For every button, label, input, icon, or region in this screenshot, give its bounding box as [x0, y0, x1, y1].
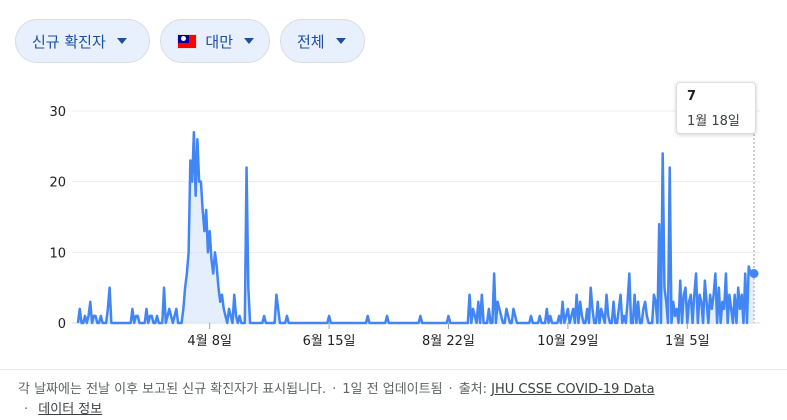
x-tick-label: 1월 5일 [665, 334, 710, 349]
y-tick-label: 10 [49, 246, 66, 261]
metric-filter-label: 신규 확진자 [32, 32, 106, 51]
chart-footer: 각 날짜에는 전날 이후 보고된 신규 확진자가 표시됩니다. · 1일 전 업데이… [18, 380, 783, 420]
footer-source-label: 출처: [458, 382, 487, 397]
x-axis-ticks: 4월 8일 6월 15일 8월 22일 10월 29일 1월 5일 [187, 323, 710, 349]
y-tick-label: 0 [58, 317, 66, 332]
x-tick-label: 4월 8일 [187, 334, 232, 349]
country-filter-chip[interactable]: 대만 [160, 19, 270, 63]
range-filter-chip[interactable]: 전체 [280, 19, 365, 63]
country-filter-label: 대만 [205, 32, 233, 51]
data-info-link[interactable]: 데이터 정보 [38, 402, 103, 417]
cases-line [76, 130, 754, 325]
chevron-down-icon [116, 38, 127, 44]
x-tick-label: 6월 15일 [303, 334, 356, 349]
separator-dot: · [448, 382, 453, 397]
separator-dot: · [24, 402, 29, 417]
new-cases-chart[interactable]: 0 10 20 30 4월 8일 6월 15일 8월 22일 10월 29일 1월 5일 [0, 0, 787, 360]
chevron-down-icon [244, 38, 254, 44]
chevron-down-icon [335, 38, 346, 44]
cases-area [78, 132, 754, 323]
y-axis-labels: 0 10 20 30 [49, 105, 66, 332]
x-tick-label: 8월 22일 [422, 334, 475, 349]
footer-description: 각 날짜에는 전날 이후 보고된 신규 확진자가 표시됩니다. [18, 382, 327, 397]
x-tick-label: 10월 29일 [537, 334, 598, 349]
footer-divider [0, 369, 787, 370]
source-link[interactable]: JHU CSSE COVID-19 Data [491, 382, 655, 397]
separator-dot: · [332, 382, 337, 397]
chart-tooltip: 7 1월 18일 [676, 82, 756, 134]
range-filter-label: 전체 [297, 32, 325, 51]
y-tick-label: 30 [49, 105, 66, 120]
taiwan-flag-icon [177, 33, 198, 49]
tooltip-date: 1월 18일 [687, 114, 740, 129]
y-tick-label: 20 [49, 176, 66, 191]
hover-point [749, 269, 759, 279]
tooltip-value: 7 [687, 89, 697, 104]
footer-updated: 1일 전 업데이트됨 [342, 382, 443, 397]
metric-filter-chip[interactable]: 신규 확진자 [15, 19, 150, 63]
